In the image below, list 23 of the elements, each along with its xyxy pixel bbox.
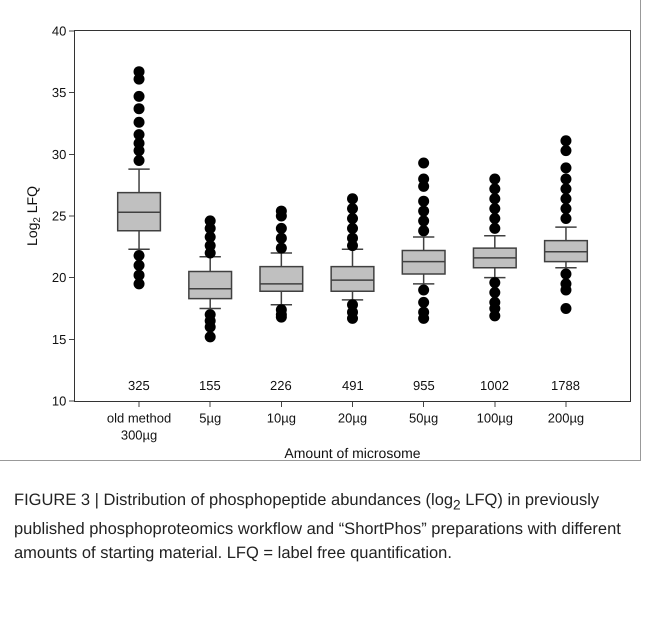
y-tick-label: 20 xyxy=(52,270,66,286)
y-tick-label: 25 xyxy=(52,208,66,224)
x-tick-label: 200µg xyxy=(548,410,584,426)
caption: FIGURE 3 | Distribution of phosphopeptide abundances (log$_{2}$ LFQ) in previously published phosphoproteomics workflow and “ShortPhos” preparations with different amounts of starting material. LFQ = label free quantification. xyxy=(14,490,622,564)
annotation: 491 xyxy=(342,378,364,393)
y-tick-label: 15 xyxy=(52,332,66,347)
annotation: 955 xyxy=(413,378,435,393)
annotation: 226 xyxy=(270,378,292,393)
annotation: 1002 xyxy=(480,378,509,393)
x-tick-label: old method 300µg xyxy=(106,410,172,442)
x-axis-title: Amount of microsome xyxy=(284,444,421,461)
x-tick-label: 100µg xyxy=(476,410,514,426)
y-tick-label: 35 xyxy=(52,85,66,100)
y-tick-label: 40 xyxy=(52,24,66,39)
y-tick-label: 30 xyxy=(52,146,66,162)
annotation: 325 xyxy=(128,378,150,393)
y-tick-label: 10 xyxy=(52,394,66,409)
x-tick-label: 50µg xyxy=(409,410,438,426)
annotation: 155 xyxy=(199,378,221,393)
annotation: 1788 xyxy=(551,378,580,393)
x-tick-label: 10µg xyxy=(266,410,296,426)
x-tick-label: 20µg xyxy=(338,410,368,426)
x-tick-label: 5µg xyxy=(199,410,222,426)
